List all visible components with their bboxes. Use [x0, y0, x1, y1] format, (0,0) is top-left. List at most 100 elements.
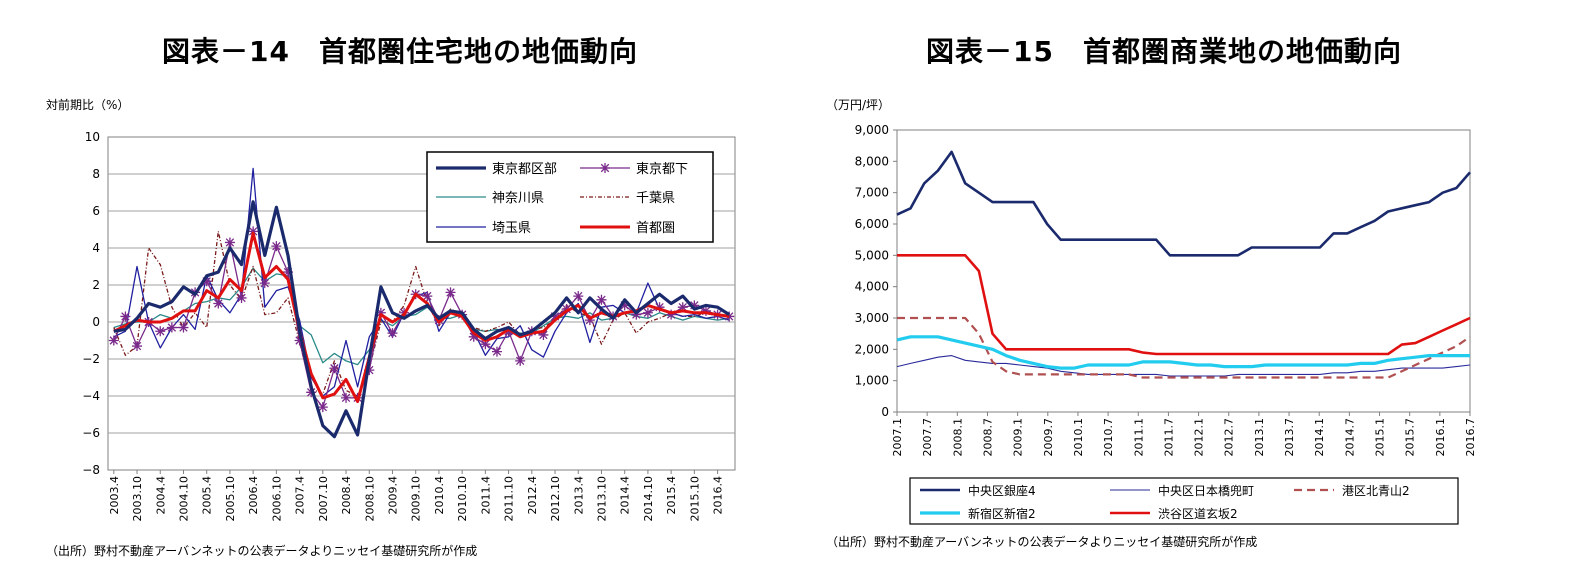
- x-tick-label: 2012.1: [1193, 418, 1206, 457]
- series-line: [896, 150, 1471, 257]
- legend-label: 渋谷区道玄坂2: [1158, 506, 1238, 521]
- x-tick-label: 2015.10: [688, 476, 701, 522]
- x-tick-label: 2015.1: [1374, 418, 1387, 457]
- y-tick-label: 4: [92, 241, 100, 255]
- x-tick-label: 2006.10: [270, 476, 283, 522]
- y-tick-label: 7,000: [855, 186, 889, 200]
- x-tick-label: 2008.10: [363, 476, 376, 522]
- series-marker: [271, 241, 282, 252]
- x-tick-label: 2015.4: [665, 476, 678, 515]
- series-marker: [132, 341, 143, 352]
- x-tick-label: 2009.7: [1042, 418, 1055, 457]
- y-tick-label: 6,000: [855, 217, 889, 231]
- x-tick-label: 2007.7: [921, 418, 934, 457]
- series-marker: [619, 300, 630, 311]
- x-tick-label: 2014.4: [619, 476, 632, 515]
- series-line: [896, 355, 1471, 377]
- y-tick-label: 0: [92, 315, 100, 329]
- series-marker: [108, 335, 119, 346]
- y-tick-label: −6: [82, 426, 100, 440]
- x-tick-label: 2008.4: [340, 476, 353, 515]
- y-tick-label: 3,000: [855, 311, 889, 325]
- series-marker: [213, 298, 224, 309]
- x-tick-label: 2005.4: [201, 476, 214, 515]
- legend-label: 港区北青山2: [1342, 484, 1410, 498]
- series-marker: [550, 311, 561, 322]
- chart2-title: 図表－15 首都圏商業地の地価動向: [926, 35, 1402, 68]
- series-marker: [236, 292, 247, 303]
- series-marker: [538, 329, 549, 340]
- series-marker: [468, 331, 479, 342]
- x-tick-label: 2010.1: [1072, 418, 1085, 457]
- y-tick-label: 0: [881, 405, 889, 419]
- y-tick-label: 6: [92, 204, 100, 218]
- x-tick-label: 2008.7: [981, 418, 994, 457]
- x-tick-label: 2006.4: [247, 476, 260, 515]
- legend-label: 中央区日本橋兜町: [1158, 483, 1254, 498]
- series-line: [113, 231, 730, 404]
- series-line: [113, 200, 731, 439]
- x-tick-label: 2003.4: [108, 476, 121, 515]
- chart1-ylabel: 対前期比（%）: [46, 98, 130, 112]
- x-tick-label: 2012.4: [526, 476, 539, 515]
- y-tick-label: 10: [85, 130, 100, 144]
- y-tick-label: −8: [82, 463, 100, 477]
- x-tick-label: 2016.1: [1434, 418, 1447, 457]
- series-marker: [120, 311, 131, 322]
- series-marker: [515, 355, 526, 366]
- series-marker: [422, 291, 433, 302]
- legend-label: 中央区銀座4: [968, 483, 1036, 498]
- y-tick-label: 8: [92, 167, 100, 181]
- series-marker: [259, 278, 270, 289]
- series-marker: [491, 346, 502, 357]
- legend-label: 新宿区新宿2: [968, 506, 1036, 521]
- x-tick-label: 2011.1: [1132, 418, 1145, 457]
- x-tick-label: 2007.1: [891, 418, 904, 457]
- x-tick-label: 2014.1: [1313, 418, 1326, 457]
- series-marker: [178, 322, 189, 333]
- x-tick-label: 2014.10: [642, 476, 655, 522]
- series-marker: [329, 363, 340, 374]
- series-marker: [666, 309, 677, 320]
- chart1-title: 図表－14 首都圏住宅地の地価動向: [162, 35, 638, 68]
- series-marker: [224, 237, 235, 248]
- series-marker: [573, 291, 584, 302]
- series-marker: [387, 328, 398, 339]
- series-marker: [654, 302, 665, 313]
- x-tick-label: 2007.4: [294, 476, 307, 515]
- x-tick-label: 2007.10: [317, 476, 330, 522]
- legend-box: [909, 477, 1459, 525]
- x-tick-label: 2011.7: [1162, 418, 1175, 457]
- series-marker: [724, 311, 735, 322]
- legend-label: 東京都区部: [492, 161, 557, 177]
- chart2-ylabel: （万円/坪）: [826, 98, 891, 112]
- series-line: [113, 230, 730, 397]
- legend-label: 千葉県: [636, 191, 675, 206]
- series-marker: [689, 300, 700, 311]
- chart1-residential-land-price: 10 8 6 4 2 0 −2 −4 −6 −8 2003.4 2003.10 2004.4 2004.1…: [82, 130, 736, 522]
- series-marker: [677, 302, 688, 313]
- x-tick-label: 2015.7: [1404, 418, 1417, 457]
- series-marker: [584, 315, 595, 326]
- x-tick-label: 2004.10: [177, 476, 190, 522]
- series-marker: [561, 304, 572, 315]
- x-tick-label: 2009.10: [410, 476, 423, 522]
- series-marker: [503, 326, 514, 337]
- series-marker: [341, 392, 352, 403]
- x-tick-label: 2013.4: [572, 476, 585, 515]
- x-tick-label: 2016.7: [1464, 418, 1477, 457]
- x-tick-label: 2010.7: [1102, 418, 1115, 457]
- legend-marker: [600, 163, 610, 173]
- x-tick-label: 2005.10: [224, 476, 237, 522]
- legend-label: 東京都下: [636, 161, 688, 177]
- x-tick-label: 2004.4: [154, 476, 167, 515]
- series-marker: [317, 402, 328, 413]
- x-tick-label: 2003.10: [131, 476, 144, 522]
- legend-label: 神奈川県: [492, 191, 544, 206]
- y-tick-label: 1,000: [855, 374, 889, 388]
- series-marker: [700, 305, 711, 316]
- series-marker: [294, 335, 305, 346]
- chart2-source: （出所）野村不動産アーバンネットの公表データよりニッセイ基礎研究所が作成: [826, 535, 1258, 549]
- x-tick-label: 2009.4: [386, 476, 399, 515]
